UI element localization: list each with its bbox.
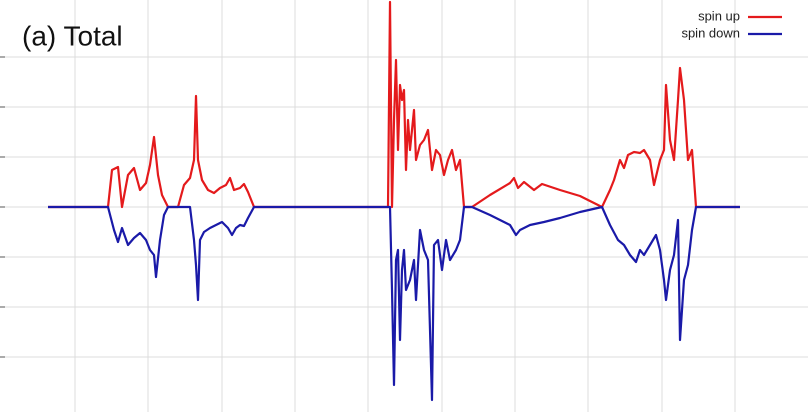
legend-label: spin up [698, 8, 740, 23]
lines [48, 0, 740, 402]
chart-title: (a) Total [22, 20, 123, 51]
data-line [48, 205, 740, 402]
data-line [48, 0, 740, 209]
legend: spin up spin down [681, 8, 782, 40]
legend-label: spin down [681, 25, 740, 40]
